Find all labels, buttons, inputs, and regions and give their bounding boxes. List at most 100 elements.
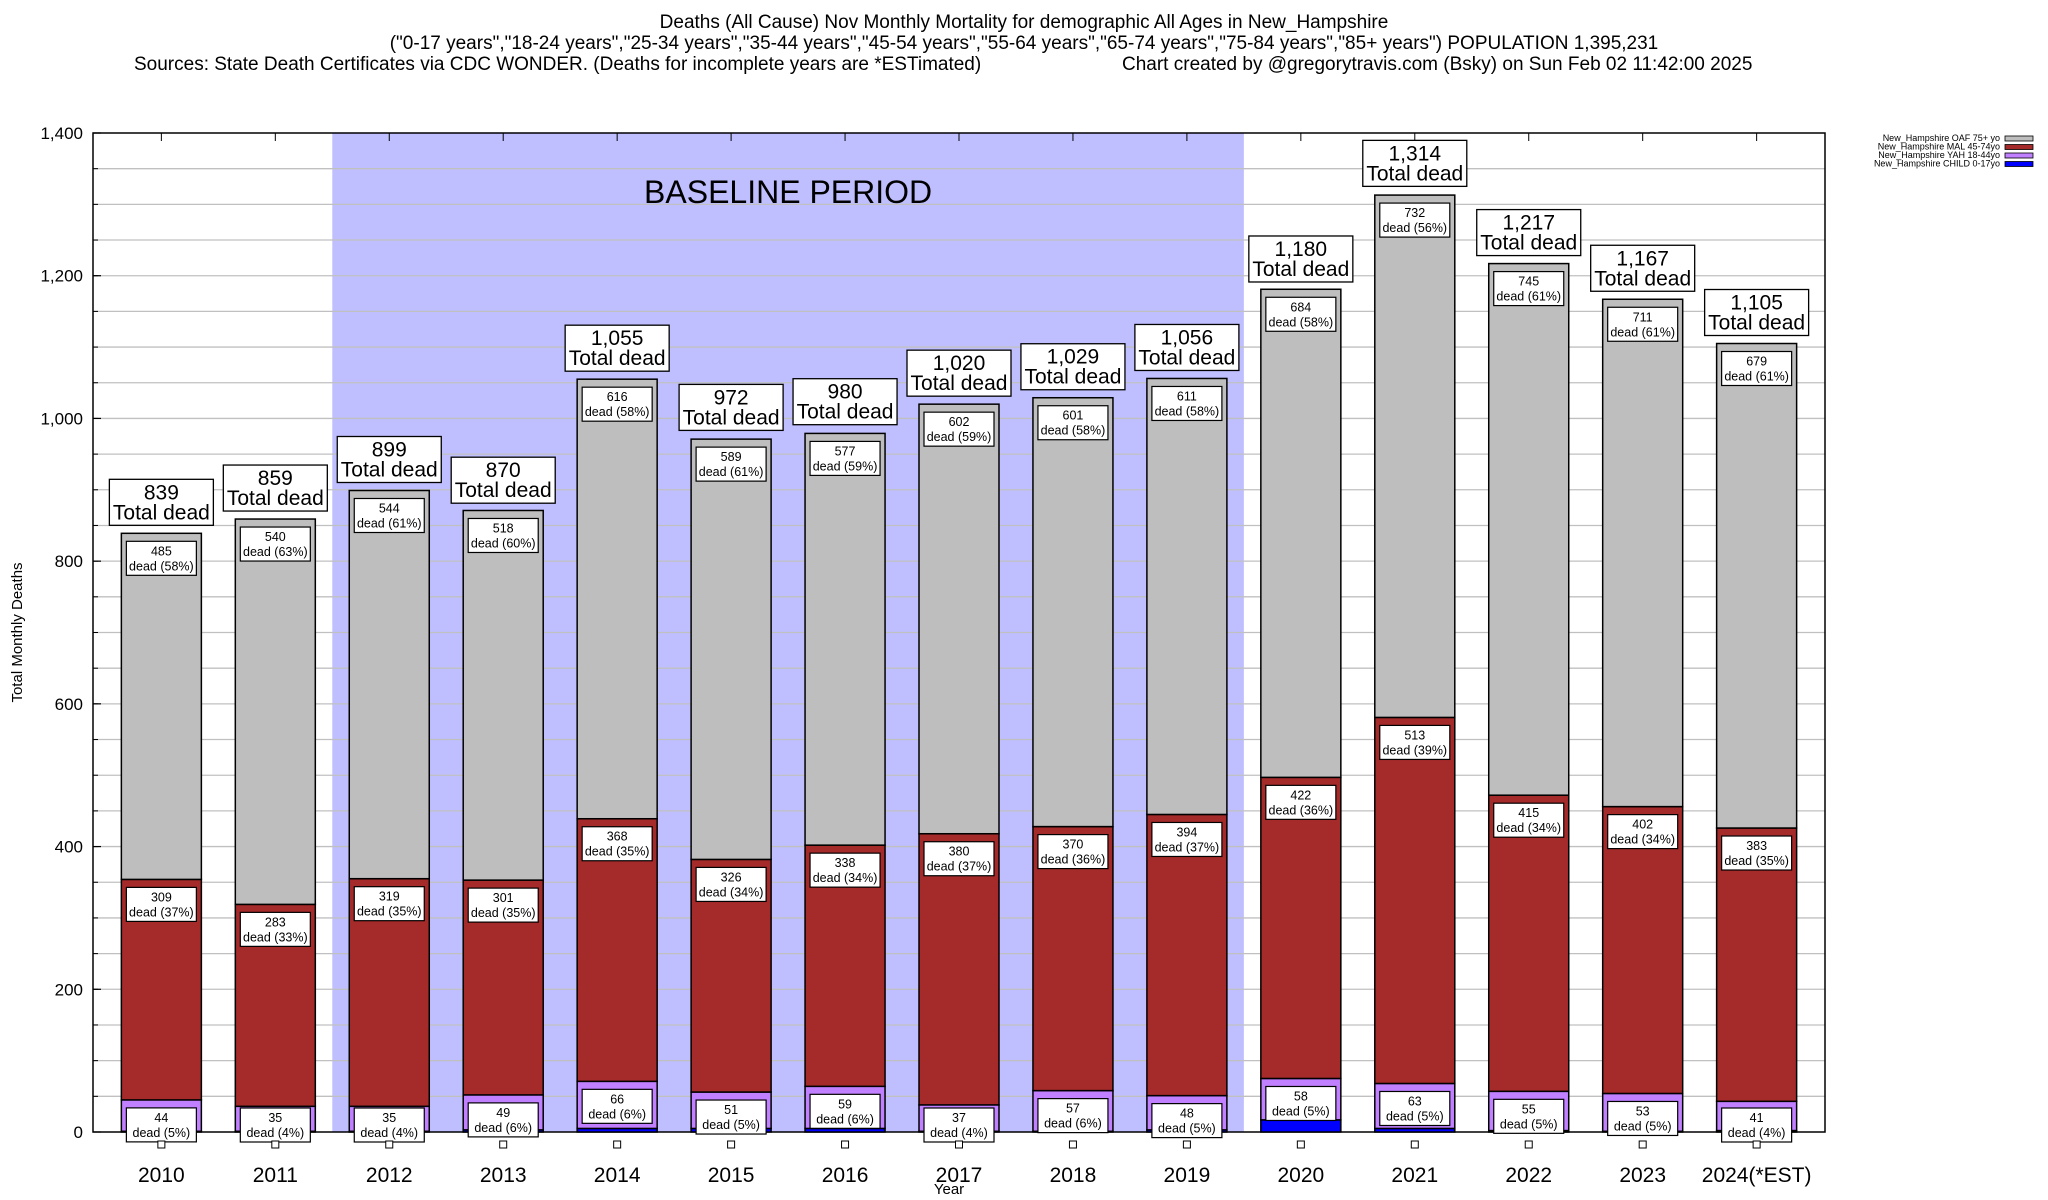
x-tick-label: 2017: [936, 1164, 983, 1187]
y-tick-label: 800: [55, 552, 83, 571]
segment-label-box: [1265, 784, 1337, 820]
legend-swatch: [2004, 144, 2034, 150]
segment-value-label: 48: [1180, 1107, 1194, 1121]
total-label-box: [108, 478, 215, 526]
x-tick-label: 2024(*EST): [1702, 1164, 1812, 1187]
segment-percent-label: dead (37%): [1155, 840, 1220, 854]
x-tick-label: 2023: [1619, 1164, 1666, 1187]
bar-oaf-segment: [576, 378, 658, 820]
segment-percent-label: dead (61%): [1610, 325, 1675, 339]
child-marker: [271, 1140, 280, 1149]
segment-label-box: [695, 866, 767, 903]
segment-percent-label: dead (35%): [1724, 854, 1789, 868]
segment-percent-label: dead (5%): [1158, 1122, 1216, 1136]
x-tick-label: 2012: [366, 1164, 413, 1187]
segment-value-label: 513: [1404, 728, 1425, 742]
total-value-label: 1,029: [1047, 346, 1100, 369]
segment-label-box: [1607, 814, 1679, 850]
x-tick-label: 2016: [822, 1164, 869, 1187]
segment-percent-label: dead (34%): [1610, 833, 1675, 847]
bar-mal-segment: [1260, 776, 1342, 1080]
segment-label-box: [1265, 1085, 1337, 1122]
chart-credit: Chart created by @gregorytravis.com (Bsk…: [1122, 54, 1753, 75]
bar-mal-segment: [1374, 716, 1456, 1085]
bar-oaf-segment: [1146, 377, 1228, 816]
segment-percent-label: dead (6%): [474, 1121, 532, 1135]
segment-label-box: [1379, 202, 1451, 238]
total-suffix-label: Total dead: [1366, 162, 1463, 185]
segment-value-label: 679: [1746, 355, 1767, 369]
x-tick-label: 2021: [1391, 1164, 1438, 1187]
child-marker: [1410, 1140, 1419, 1149]
bar-oaf-segment: [804, 432, 886, 846]
segment-label-box: [1379, 1090, 1451, 1127]
segment-label-box: [1265, 296, 1337, 332]
segment-value-label: 35: [268, 1111, 282, 1125]
total-value-label: 1,055: [591, 327, 644, 350]
segment-percent-label: dead (5%): [1500, 1117, 1558, 1131]
segment-percent-label: dead (58%): [585, 405, 650, 419]
segment-value-label: 326: [721, 870, 742, 884]
segment-value-label: 309: [151, 890, 172, 904]
segment-percent-label: dead (5%): [702, 1118, 760, 1132]
segment-label-box: [581, 826, 653, 862]
total-suffix-label: Total dead: [1708, 312, 1805, 335]
segment-percent-label: dead (35%): [585, 845, 650, 859]
child-marker: [499, 1140, 508, 1149]
total-label-box: [1362, 139, 1468, 188]
segment-percent-label: dead (61%): [1496, 290, 1561, 304]
total-value-label: 899: [372, 438, 407, 461]
segment-value-label: 394: [1176, 825, 1197, 839]
segment-label-box: [239, 1107, 311, 1143]
segment-percent-label: dead (34%): [1496, 821, 1561, 835]
segment-value-label: 370: [1063, 838, 1084, 852]
total-label-box: [1020, 343, 1126, 391]
segment-value-label: 53: [1636, 1104, 1650, 1118]
segment-value-label: 684: [1290, 300, 1311, 314]
total-value-label: 972: [714, 386, 749, 409]
segment-label-box: [1037, 405, 1109, 441]
segment-percent-label: dead (61%): [357, 516, 422, 530]
segment-percent-label: dead (56%): [1382, 221, 1447, 235]
segment-label-box: [695, 1099, 767, 1135]
child-marker: [841, 1140, 850, 1149]
total-suffix-label: Total dead: [341, 458, 438, 481]
segment-value-label: 732: [1404, 206, 1425, 220]
bar-oaf-segment: [1260, 288, 1342, 779]
bar-mal-segment: [576, 817, 658, 1083]
segment-percent-label: dead (4%): [1728, 1126, 1786, 1140]
total-value-label: 1,180: [1275, 238, 1328, 261]
segment-label-box: [809, 440, 881, 477]
child-marker: [955, 1140, 963, 1149]
segment-label-box: [1151, 821, 1223, 858]
segment-percent-label: dead (5%): [1614, 1119, 1672, 1133]
x-tick-label: 2010: [138, 1164, 185, 1187]
segment-value-label: 589: [721, 450, 742, 464]
segment-value-label: 540: [265, 530, 286, 544]
x-axis-label: Year: [934, 1181, 964, 1198]
bar-oaf-segment: [1715, 342, 1798, 829]
total-suffix-label: Total dead: [797, 401, 894, 424]
segment-value-label: 338: [835, 856, 856, 870]
total-suffix-label: Total dead: [1480, 232, 1577, 255]
segment-percent-label: dead (4%): [246, 1126, 304, 1140]
segment-percent-label: dead (58%): [129, 559, 194, 573]
child-marker: [1296, 1140, 1305, 1149]
child-marker: [157, 1140, 166, 1149]
segment-label-box: [1721, 1107, 1793, 1143]
segment-value-label: 601: [1063, 409, 1084, 423]
bar-mal-segment: [1715, 827, 1798, 1103]
bar-oaf-segment: [1374, 194, 1456, 719]
segment-label-box: [239, 526, 311, 562]
segment-value-label: 57: [1066, 1102, 1080, 1116]
y-tick-label: 0: [74, 1123, 83, 1142]
segment-label-box: [1607, 1100, 1679, 1137]
segment-percent-label: dead (5%): [133, 1126, 191, 1140]
segment-value-label: 59: [838, 1097, 852, 1111]
total-label-box: [1703, 288, 1810, 337]
bar-mal-segment: [1146, 813, 1228, 1097]
segment-label-box: [809, 852, 881, 888]
segment-label-box: [1151, 385, 1223, 422]
child-marker: [385, 1140, 394, 1149]
